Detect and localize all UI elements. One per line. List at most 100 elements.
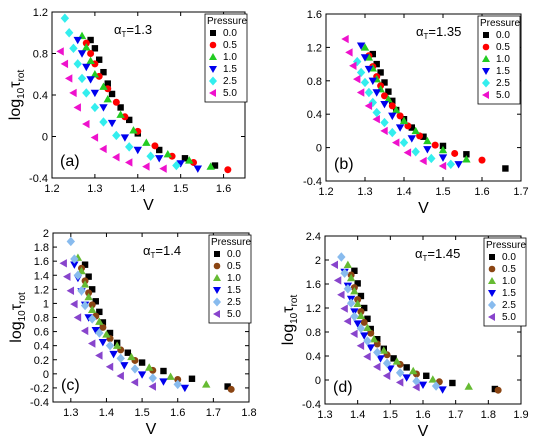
x-tick-label: 1.5 [435, 186, 450, 198]
data-point [364, 101, 373, 111]
legend-title: Pressure [486, 240, 526, 251]
data-point [90, 89, 100, 98]
alpha-annotation: αT=1.3 [114, 22, 152, 39]
data-point [337, 290, 345, 299]
data-point [82, 119, 90, 129]
data-point [381, 79, 388, 86]
data-point [350, 287, 359, 295]
alpha-annotation: αT=1.35 [416, 24, 461, 41]
data-point [130, 364, 140, 374]
x-axis-label: V [143, 197, 154, 214]
data-point [346, 273, 356, 282]
legend-marker [482, 78, 490, 88]
x-axis-label: V [418, 423, 429, 440]
data-point [174, 375, 182, 383]
data-point [373, 362, 381, 371]
series-1.5 [73, 36, 203, 173]
legend-marker [209, 53, 217, 60]
data-point [88, 305, 97, 313]
data-point [91, 45, 99, 52]
y-tick-label: 2 [43, 228, 49, 240]
data-point [379, 346, 388, 354]
data-point [108, 90, 116, 98]
legend-marker [213, 274, 221, 281]
data-point [412, 376, 421, 386]
y-axis-label: log10τrot [7, 70, 27, 121]
data-point [392, 138, 400, 147]
data-point [66, 286, 75, 295]
data-point [376, 355, 385, 363]
data-point [360, 318, 368, 326]
legend-marker [488, 277, 496, 284]
data-point [70, 299, 78, 309]
y-tick-label: 1.2 [33, 7, 48, 19]
data-point [99, 319, 107, 326]
x-tick-label: 1.5 [383, 409, 398, 421]
legend-marker [209, 76, 217, 86]
data-point [438, 161, 447, 171]
plot-frame [325, 13, 522, 182]
data-point [181, 155, 189, 162]
series-1.0 [360, 43, 471, 163]
series-1.0 [73, 253, 211, 388]
data-point [369, 50, 376, 58]
legend-marker [482, 68, 490, 75]
legend-entry: 1.5 [227, 285, 241, 296]
data-point [403, 364, 410, 371]
data-point [116, 110, 125, 118]
series-5.0 [56, 47, 167, 173]
data-point [396, 112, 404, 120]
legend-marker [482, 91, 489, 99]
data-point [137, 371, 147, 379]
data-point [409, 366, 418, 375]
data-point [130, 378, 139, 387]
data-point [427, 153, 436, 164]
data-point [354, 280, 361, 287]
y-tick-label: -0.4 [30, 397, 49, 409]
data-point [155, 155, 164, 163]
series-0.0 [351, 267, 499, 393]
alpha-annotation: αT=1.45 [415, 246, 460, 263]
data-point [360, 77, 370, 88]
data-point [73, 59, 82, 69]
series-1.5 [356, 42, 463, 169]
data-point [353, 320, 362, 328]
data-point [99, 82, 108, 90]
data-point [70, 254, 79, 264]
data-point [106, 329, 114, 337]
data-point [340, 304, 348, 313]
data-point [84, 292, 93, 301]
y-tick-label: 1.2 [307, 42, 322, 54]
data-point [385, 88, 392, 95]
legend-marker [482, 43, 490, 51]
x-tick-label: 1.6 [170, 407, 185, 419]
data-point [464, 382, 473, 390]
chart-panel: 1.3 1.4 1.5 1.6 1.7 1.8 1.9 -0.4 0 0.4 0.8 1.2 1.6 2 2… [280, 231, 529, 440]
alpha-annotation: αT=1.4 [143, 243, 181, 260]
data-point [343, 284, 353, 294]
y-tick-label: 0.4 [307, 109, 322, 121]
data-point [90, 102, 100, 113]
data-point [357, 292, 365, 300]
legend-marker [213, 297, 221, 307]
legend-entry: 0.5 [227, 261, 241, 272]
data-point [88, 314, 97, 324]
data-point [69, 43, 78, 54]
data-point [462, 155, 471, 163]
legend-title: Pressure [480, 18, 520, 29]
data-point [88, 301, 96, 309]
x-tick-label: 1.4 [350, 409, 365, 421]
data-point [81, 261, 89, 268]
data-point [366, 344, 375, 352]
data-point [159, 378, 168, 386]
y-tick-label: -0.4 [302, 399, 321, 411]
data-point [117, 104, 124, 111]
data-point [151, 142, 159, 150]
data-point [89, 286, 96, 293]
data-point [173, 379, 182, 390]
data-point [408, 124, 415, 131]
data-point [340, 268, 349, 278]
data-point [356, 311, 366, 319]
data-point [446, 159, 455, 169]
